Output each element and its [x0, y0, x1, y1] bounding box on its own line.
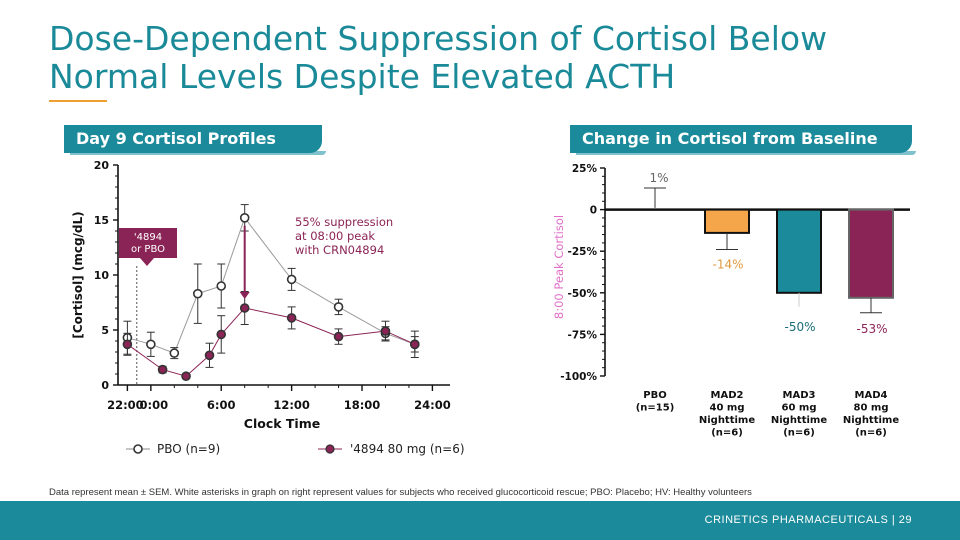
series-line-pbo — [127, 216, 415, 354]
bar-category-label: Nighttime — [699, 415, 755, 426]
drug-data-point — [380, 326, 391, 336]
bar-category-label: (n=6) — [855, 428, 887, 439]
pbo-data-point — [216, 281, 227, 291]
pbo-data-point — [333, 302, 344, 312]
line-chart-ytick-label: 5 — [101, 324, 109, 337]
footer-text: CRINETICS PHARMACEUTICALS | 29 — [704, 514, 912, 526]
line-chart-xlabel: Clock Time — [244, 416, 320, 431]
bar-category-label: 80 mg — [854, 403, 889, 414]
bar-category-label: MAD3 — [783, 390, 816, 401]
drug-data-point — [204, 350, 215, 361]
right-panel-title: Change in Cortisol from Baseline — [570, 125, 912, 153]
suppression-arrow-head — [239, 292, 250, 299]
right-panel-tab-shadow — [576, 151, 916, 155]
pbo-data-point — [192, 288, 203, 299]
drug-data-point — [216, 329, 227, 340]
drug-data-point — [239, 303, 250, 313]
bar-category-label: (n=6) — [783, 428, 815, 439]
pbo-data-point — [169, 348, 180, 358]
drug-data-point — [181, 371, 191, 382]
bar-2 — [776, 208, 822, 294]
bar-category-label: PBO — [643, 390, 666, 401]
legend-drug-label: '4894 80 mg (n=6) — [350, 442, 465, 456]
slide-title: Dose-Dependent Suppression of Cortisol B… — [49, 19, 828, 96]
line-chart-xtick-label: 18:00 — [344, 398, 381, 412]
series-line-drug — [127, 307, 416, 377]
bar-chart-ytick-label: 25% — [572, 163, 598, 175]
pbo-data-point — [286, 274, 297, 285]
footer-bar: CRINETICS PHARMACEUTICALS | 29 — [0, 501, 960, 540]
footnote: Data represent mean ± SEM. White asteris… — [49, 487, 752, 498]
annotation-line1: 55% suppression — [295, 215, 393, 229]
line-chart-xtick-label: 6:00 — [207, 398, 236, 412]
bar-category-label: 60 mg — [782, 403, 817, 414]
line-chart-ytick-label: 15 — [94, 214, 109, 227]
drug-data-point — [333, 331, 344, 342]
legend-pbo-label: PBO (n=9) — [157, 442, 220, 456]
bar-category-label: Nighttime — [771, 415, 827, 426]
drug-data-point — [286, 313, 297, 323]
line-chart-xtick-label: 22:00 — [107, 398, 144, 412]
drug-data-point — [122, 339, 133, 350]
bar-value-label: -50% — [784, 320, 815, 334]
line-chart-ytick-label: 10 — [94, 269, 110, 282]
bar-category-label: 40 mg — [710, 403, 745, 414]
line-chart-xtick-label: 24:00 — [414, 398, 451, 412]
line-chart-ytick-label: 0 — [101, 379, 109, 392]
line-chart-ytick-label: 20 — [94, 159, 110, 172]
dose-label-line2: or PBO — [131, 244, 165, 255]
bar-chart-ytick-label: 0 — [590, 205, 597, 217]
pbo-data-point — [146, 339, 156, 350]
bar-category-label: MAD2 — [711, 390, 744, 401]
drug-data-point — [157, 364, 168, 375]
pbo-data-point — [239, 213, 250, 223]
drug-data-point — [410, 339, 420, 350]
bar-category-label: MAD4 — [855, 390, 888, 401]
bar-category-label: Nighttime — [843, 415, 899, 426]
bar-chart-ytick-label: -100% — [560, 371, 597, 383]
bar-chart-ytick-label: -75% — [568, 329, 598, 341]
bar-value-label: -14% — [712, 258, 743, 272]
dose-box-pointer — [140, 258, 154, 266]
bar-category-label: (n=15) — [636, 403, 675, 414]
line-chart-xtick-label: 0:00 — [140, 398, 169, 412]
bar-value-label: -53% — [856, 322, 887, 336]
left-panel-title: Day 9 Cortisol Profiles — [64, 125, 322, 153]
line-chart-ylabel: [Cortisol] (mcg/dL) — [71, 211, 85, 338]
bar-chart-ytick-label: -25% — [568, 246, 598, 258]
bar-value-label: 1% — [649, 171, 668, 185]
bar-chart-ytick-label: -50% — [568, 288, 598, 300]
bar-3 — [848, 208, 894, 299]
dose-box — [119, 228, 177, 258]
bar-1 — [704, 208, 750, 234]
title-underline — [49, 100, 107, 102]
bar-chart-ylabel: 8:00 Peak Cortisol — [552, 215, 566, 319]
bar-category-label: (n=6) — [711, 428, 743, 439]
legend-pbo-marker — [133, 444, 143, 454]
annotation-line2: at 08:00 peak — [295, 229, 375, 243]
annotation-line3: with CRN04894 — [295, 243, 384, 257]
line-chart-xtick-label: 12:00 — [273, 398, 310, 412]
dose-label-line1: '4894 — [134, 232, 162, 243]
left-tab-shadow — [70, 151, 326, 155]
legend-drug-marker — [325, 444, 335, 454]
